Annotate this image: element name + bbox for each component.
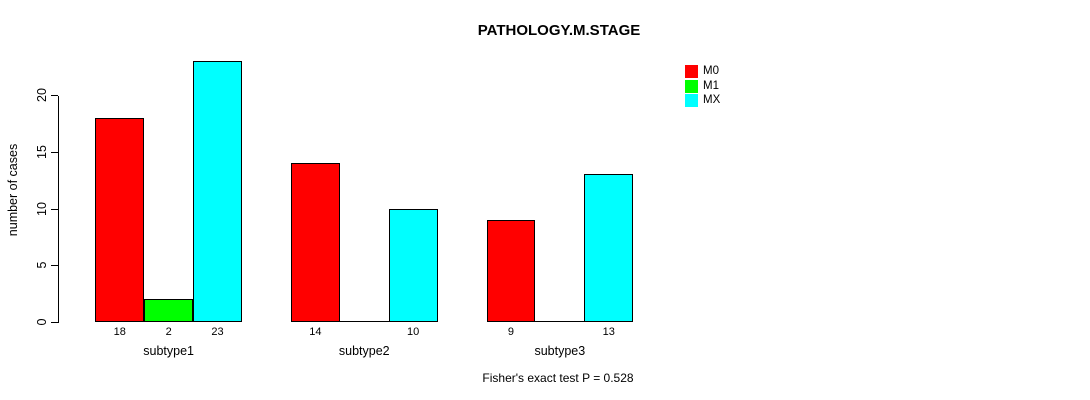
bar-subtype3-M0: [486, 219, 536, 322]
chart-title: PATHOLOGY.M.STAGE: [477, 22, 641, 39]
y-tick-label: 10: [35, 201, 49, 216]
legend: M0 M1 MX: [685, 65, 720, 109]
y-tick-mark: [51, 151, 58, 153]
y-tick-mark: [51, 208, 58, 210]
category-label-subtype3: subtype3: [534, 344, 586, 358]
category-label-subtype2: subtype2: [338, 344, 390, 358]
y-tick-label: 5: [35, 261, 49, 269]
bar-subtype1-MX: [193, 60, 242, 322]
y-axis-line: [58, 96, 60, 323]
annotation-fisher-test: Fisher's exact test P = 0.528: [482, 371, 634, 385]
bar-subtype1-M0: [95, 117, 145, 322]
bar-value-label: 13: [602, 326, 615, 338]
bar-value-label: 23: [211, 326, 224, 338]
y-tick-mark: [51, 322, 58, 324]
bar-value-label: 2: [165, 326, 172, 338]
bar-value-label: 10: [407, 326, 420, 338]
legend-label: M0: [703, 65, 719, 77]
bar-value-label: 9: [507, 326, 514, 338]
y-tick-label: 0: [35, 318, 49, 326]
legend-label: MX: [703, 94, 721, 107]
legend-item: M0: [685, 65, 720, 78]
y-tick-label: 15: [35, 144, 49, 159]
bar-value-label: 18: [113, 326, 126, 338]
legend-swatch-M1: [685, 79, 698, 93]
bar-subtype2-M1-zero: [339, 321, 389, 322]
legend-item: M1: [685, 79, 720, 93]
bar-subtype2-M0: [290, 163, 340, 322]
y-tick-label: 20: [35, 88, 49, 102]
bar-subtype2-MX: [388, 208, 438, 322]
legend-label: M1: [703, 79, 719, 92]
bar-subtype3-M1-zero: [535, 321, 585, 322]
bar-subtype3-MX: [584, 174, 634, 322]
legend-item: MX: [685, 94, 721, 108]
y-tick-mark: [51, 95, 58, 97]
y-tick-mark: [51, 265, 58, 267]
legend-swatch-MX: [685, 94, 698, 108]
legend-swatch-M0: [685, 65, 698, 78]
bar-subtype1-M1: [144, 299, 194, 322]
category-label-subtype1: subtype1: [143, 344, 195, 358]
bar-value-label: 14: [309, 326, 322, 338]
